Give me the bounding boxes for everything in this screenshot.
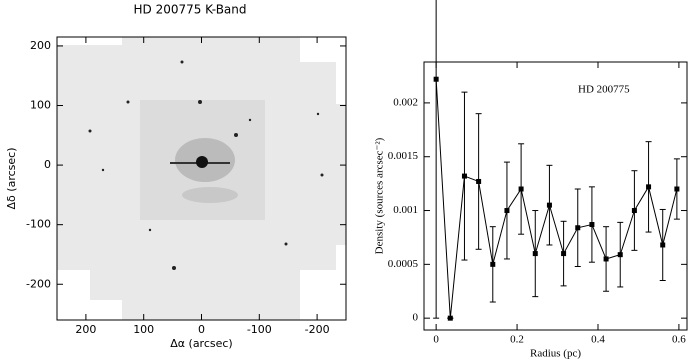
marker: [476, 178, 482, 184]
x-axis-label: Δα (arcsec): [170, 337, 232, 350]
x-tick-label: 200: [75, 323, 96, 336]
marker: [660, 242, 666, 248]
marker: [447, 315, 453, 321]
plot-frame: [423, 61, 688, 331]
marker: [433, 76, 439, 82]
marker: [575, 225, 581, 231]
y-tick-label: 0.0015: [388, 150, 419, 162]
star: [196, 156, 208, 168]
marker: [589, 222, 595, 228]
marker: [674, 186, 680, 192]
x-tick-label: 0.2: [510, 334, 524, 346]
x-tick-label: -200: [305, 323, 330, 336]
nebula-arc: [182, 187, 238, 203]
x-tick-label: 0.6: [672, 334, 686, 346]
annotation: HD 200775: [578, 84, 630, 96]
y-tick-label: 0.002: [393, 96, 418, 108]
x-axis-label: Radius (pc): [530, 348, 581, 360]
chart-title: HD 200775 K-Band: [133, 3, 246, 17]
marker: [561, 251, 567, 257]
y-tick-label: 0: [44, 158, 51, 171]
marker: [631, 208, 637, 214]
marker: [617, 252, 623, 258]
x-tick-label: 0: [198, 323, 205, 336]
sky-image: [57, 37, 346, 320]
x-tick-label: 0.4: [591, 334, 605, 346]
y-axis-label: Δδ (arcsec): [5, 148, 18, 210]
marker: [461, 173, 467, 179]
data-line: [435, 79, 678, 319]
marker: [603, 256, 609, 262]
y-tick-label: 0.0005: [388, 258, 419, 270]
marker: [532, 251, 538, 257]
panel: HD 200775 K-Band 200 100 0 -100 -200 -200 -100 0…: [5, 3, 347, 350]
y-tick-label: -200: [26, 277, 51, 290]
marker: [646, 184, 652, 190]
y-tick-label: 100: [30, 99, 51, 112]
marker: [504, 208, 510, 214]
marker: [546, 202, 552, 208]
field-stars: [88, 60, 324, 270]
x-tick-label: -100: [247, 323, 272, 336]
x-tick-label: 100: [133, 323, 154, 336]
y-tick-label: 200: [30, 39, 51, 52]
x-tick-label: 0: [433, 334, 439, 346]
marker: [518, 186, 524, 192]
y-axis-label: Density (sources arcsec⁻²): [374, 137, 386, 254]
y-tick-label: 0.001: [393, 204, 418, 216]
y-tick-label: 0: [413, 312, 419, 324]
marker: [490, 261, 496, 267]
y-tick-label: -100: [26, 218, 51, 231]
panel: 0 0.2 0.4 0.6 0 0.0005 0.001 0.0015 0.002 Radius …: [374, 0, 688, 360]
